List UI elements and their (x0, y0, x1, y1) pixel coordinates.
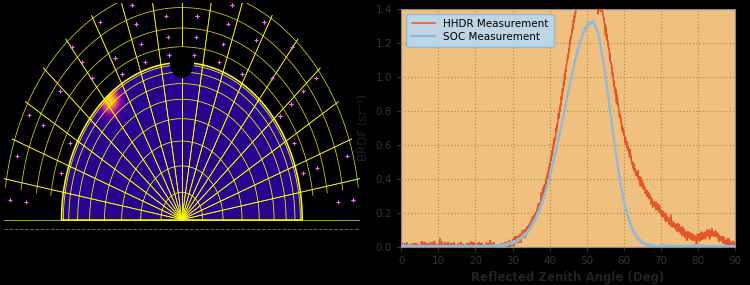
SOC Measurement (468, 245, 477, 248)
HHDR Measurement (397, 244, 406, 247)
Y-axis label: BRDF (sr⁻¹): BRDF (sr⁻¹) (357, 94, 370, 161)
Legend: HHDR Measurement, SOC Measurement: HHDR Measurement, SOC Measurement (406, 14, 554, 47)
SOC Measurement (730, 245, 740, 248)
X-axis label: Reflected Zenith Angle (Deg): Reflected Zenith Angle (Deg) (472, 271, 664, 284)
SOC Measurement (625, 219, 634, 223)
SOC Measurement (589, 19, 598, 23)
Text: BRDF (sr⁻¹): BRDF (sr⁻¹) (365, 107, 375, 166)
HHDR Measurement (416, 245, 425, 248)
Circle shape (170, 48, 194, 78)
SOC Measurement (397, 244, 406, 247)
SOC Measurement (533, 212, 542, 215)
HHDR Measurement (625, 154, 634, 158)
Line: SOC Measurement: SOC Measurement (401, 21, 735, 247)
SOC Measurement (522, 231, 531, 235)
HHDR Measurement (397, 245, 406, 248)
HHDR Measurement (730, 244, 740, 247)
SOC Measurement (535, 209, 544, 213)
HHDR Measurement (522, 232, 531, 235)
HHDR Measurement (535, 202, 544, 205)
SOC Measurement (397, 245, 406, 248)
Line: HHDR Measurement: HHDR Measurement (401, 0, 735, 247)
HHDR Measurement (468, 245, 477, 248)
SOC Measurement (416, 245, 425, 248)
HHDR Measurement (533, 206, 542, 210)
